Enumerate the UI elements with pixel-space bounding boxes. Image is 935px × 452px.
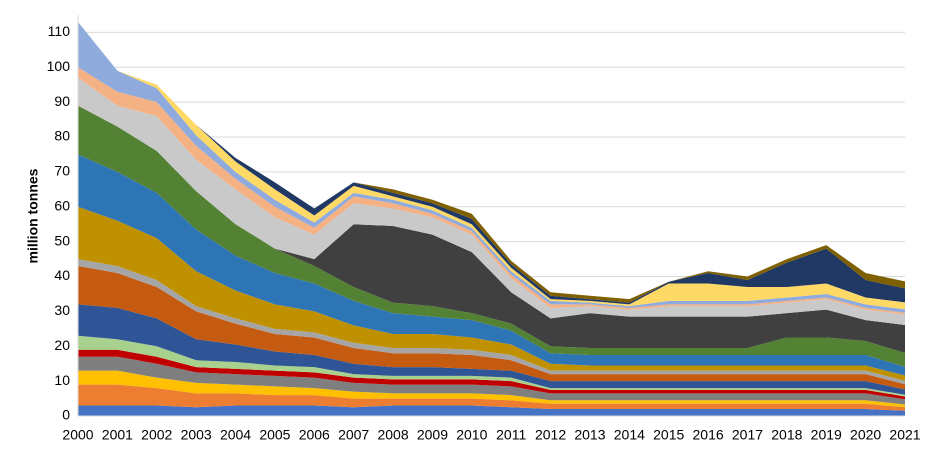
area [78,356,905,405]
x-tick-label: 2018 [771,427,802,443]
x-tick-label: 2001 [102,427,133,443]
x-tick-label: 2005 [259,427,290,443]
area [78,21,905,305]
area [78,154,905,376]
y-axis-label: million tonnes [25,168,41,263]
area [78,206,905,381]
x-tick-label: 2021 [889,427,920,443]
y-tick-label: 0 [62,407,70,423]
area [78,105,905,353]
area [78,405,905,416]
x-tick-label: 2006 [299,427,330,443]
x-tick-label: 2020 [850,427,881,443]
y-tick-label: 70 [54,163,70,179]
y-tick-label: 20 [54,337,70,353]
x-tick-label: 2000 [62,427,93,443]
area [78,77,905,325]
x-tick-label: 2004 [220,427,251,443]
area [78,67,905,315]
x-tick-label: 2010 [456,427,487,443]
y-tick-label: 40 [54,267,70,283]
y-tick-label: 90 [54,93,70,109]
area [78,335,905,397]
x-tick-label: 2013 [574,427,605,443]
x-tick-label: 2009 [417,427,448,443]
y-tick-label: 60 [54,197,70,213]
area [78,266,905,390]
x-tick-label: 2015 [653,427,684,443]
x-tick-label: 2007 [338,427,369,443]
area [78,349,905,400]
area [78,304,905,395]
area [78,384,905,411]
x-tick-label: 2008 [377,427,408,443]
x-tick-label: 2003 [181,427,212,443]
area [78,105,905,367]
y-tick-label: 30 [54,302,70,318]
x-tick-label: 2017 [732,427,763,443]
x-tick-label: 2019 [811,427,842,443]
x-tick-label: 2012 [535,427,566,443]
x-tick-label: 2011 [496,427,526,443]
y-tick-label: 100 [47,58,71,74]
x-tick-label: 2014 [614,427,645,443]
y-tick-label: 10 [54,372,70,388]
x-tick-label: 2016 [693,427,724,443]
area [78,259,905,385]
x-tick-label: 2002 [141,427,172,443]
y-tick-label: 50 [54,232,70,248]
area [78,370,905,408]
y-tick-label: 110 [48,23,71,39]
y-tick-label: 80 [54,128,70,144]
